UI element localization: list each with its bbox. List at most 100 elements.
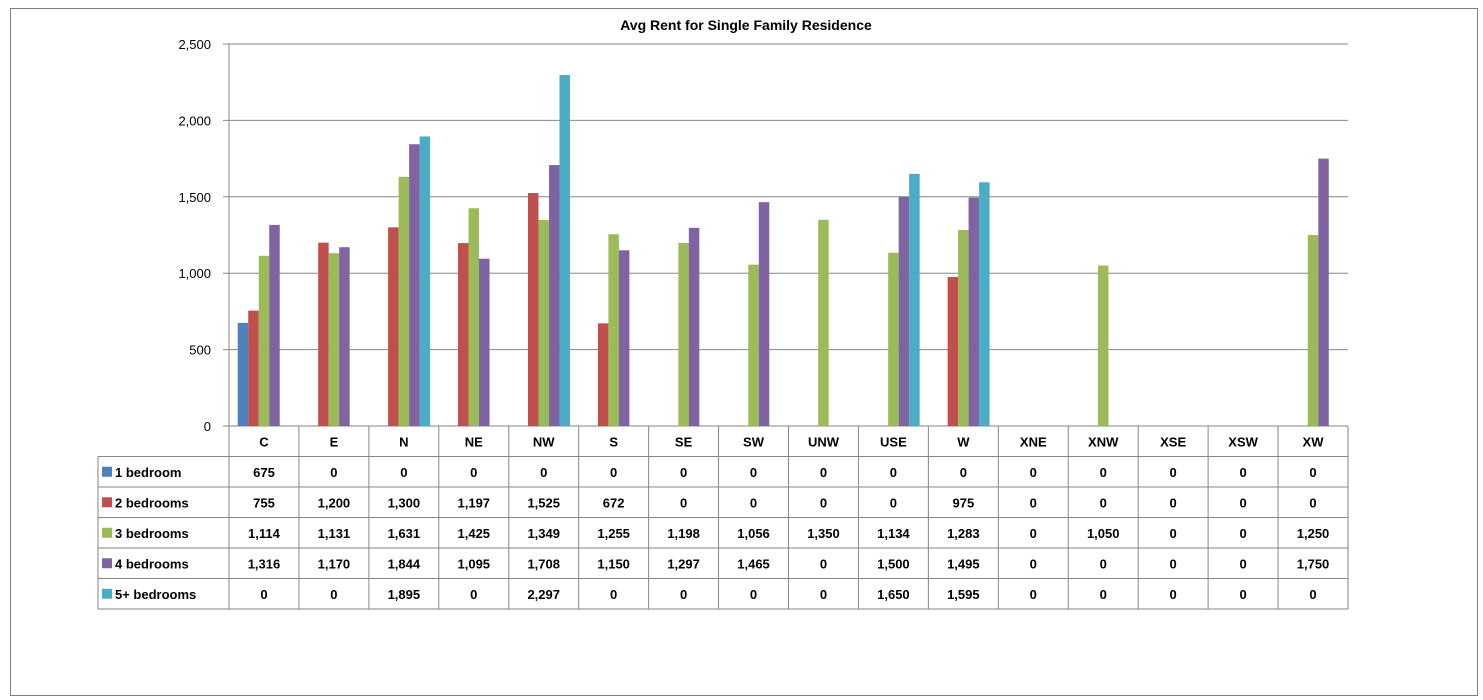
bar	[538, 219, 549, 426]
x-tick-label: NW	[533, 434, 555, 449]
x-tick-label: W	[957, 434, 970, 449]
y-tick-label: 2,500	[178, 37, 211, 52]
data-label: 0	[330, 465, 337, 480]
data-label: 0	[260, 587, 267, 602]
data-label: 2,297	[527, 587, 560, 602]
data-label: 1,095	[458, 556, 491, 571]
bar	[979, 182, 990, 426]
data-label: 0	[1100, 495, 1107, 510]
bar	[248, 310, 259, 426]
bar	[468, 208, 480, 426]
data-label: 1,114	[248, 526, 281, 541]
data-label: 1,250	[1297, 526, 1330, 541]
data-label: 0	[1239, 556, 1246, 571]
bar	[947, 277, 959, 426]
data-label: 0	[1239, 495, 1246, 510]
bar	[618, 250, 630, 426]
data-label: 0	[750, 587, 757, 602]
bar	[388, 227, 399, 426]
x-tick-label: N	[399, 434, 408, 449]
data-table: C E N NE NW S SE SW UNW USE W XNE XNW XSE XSW XW 1 bedro…	[97, 426, 1349, 610]
data-label: 0	[1309, 465, 1316, 480]
legend-label: 1 bedroom	[115, 465, 181, 480]
bar	[898, 196, 910, 426]
data-label: 1,425	[458, 526, 491, 541]
bar	[237, 322, 249, 426]
data-label: 0	[1239, 526, 1246, 541]
data-label: 755	[253, 495, 275, 510]
x-tick-label: NE	[465, 434, 483, 449]
bar	[688, 227, 700, 426]
bars	[237, 75, 1329, 427]
bar	[818, 219, 829, 426]
data-label: 0	[1100, 587, 1107, 602]
data-label: 672	[603, 495, 625, 510]
data-label: 1,050	[1087, 526, 1120, 541]
data-label: 0	[750, 465, 757, 480]
bar	[968, 197, 980, 426]
data-label: 0	[1309, 587, 1316, 602]
x-tick-label: XW	[1303, 434, 1325, 449]
data-label: 1,349	[527, 526, 560, 541]
x-tick-label: XSW	[1228, 434, 1258, 449]
x-tick-label: C	[259, 434, 269, 449]
data-label: 0	[1030, 495, 1037, 510]
bar	[339, 247, 350, 426]
legend-label: 4 bedrooms	[115, 556, 189, 571]
data-label: 1,708	[527, 556, 560, 571]
data-label: 0	[750, 495, 757, 510]
legend-swatch	[102, 588, 112, 599]
data-label: 1,297	[667, 556, 700, 571]
data-label: 0	[1170, 465, 1177, 480]
data-label: 0	[890, 495, 897, 510]
bar	[597, 323, 609, 426]
data-label: 0	[1309, 495, 1316, 510]
data-label: 1,150	[597, 556, 630, 571]
data-label: 1,056	[737, 526, 770, 541]
data-label: 0	[1170, 495, 1177, 510]
data-label: 0	[540, 465, 547, 480]
y-tick-label: 2,000	[178, 113, 211, 128]
x-tick-label: SW	[743, 434, 765, 449]
y-tick-label: 0	[204, 419, 211, 434]
bar	[548, 165, 560, 427]
legend-swatch	[102, 527, 112, 538]
data-label: 0	[960, 465, 967, 480]
data-label: 0	[890, 465, 897, 480]
legend-label: 3 bedrooms	[115, 526, 189, 541]
chart-title: Avg Rent for Single Family Residence	[620, 17, 872, 33]
data-label: 0	[680, 587, 687, 602]
data-label: 0	[820, 465, 827, 480]
data-label: 1,350	[807, 526, 840, 541]
bar	[909, 173, 920, 426]
data-label: 1,844	[388, 556, 421, 571]
bar	[458, 243, 469, 426]
bar	[258, 255, 270, 426]
bar	[328, 253, 340, 426]
data-label: 0	[680, 465, 687, 480]
bar	[479, 258, 490, 426]
data-label: 0	[1239, 465, 1246, 480]
data-label: 1,198	[667, 526, 700, 541]
data-label: 1,595	[947, 587, 980, 602]
bar	[1097, 265, 1109, 426]
bar	[269, 224, 280, 426]
data-label: 0	[470, 465, 477, 480]
data-label: 1,650	[877, 587, 910, 602]
legend-swatch	[102, 558, 112, 569]
bar	[958, 229, 969, 426]
data-label: 0	[1030, 465, 1037, 480]
y-tick-label: 500	[189, 343, 211, 358]
data-label: 1,895	[388, 587, 421, 602]
data-label: 1,465	[737, 556, 770, 571]
bar	[1307, 235, 1319, 426]
data-label: 0	[1170, 587, 1177, 602]
data-label: 0	[820, 495, 827, 510]
data-label: 0	[470, 587, 477, 602]
data-label: 0	[820, 556, 827, 571]
data-label: 1,300	[388, 495, 421, 510]
x-tick-label: UNW	[808, 434, 840, 449]
data-label: 1,131	[318, 526, 351, 541]
data-label: 0	[1170, 526, 1177, 541]
